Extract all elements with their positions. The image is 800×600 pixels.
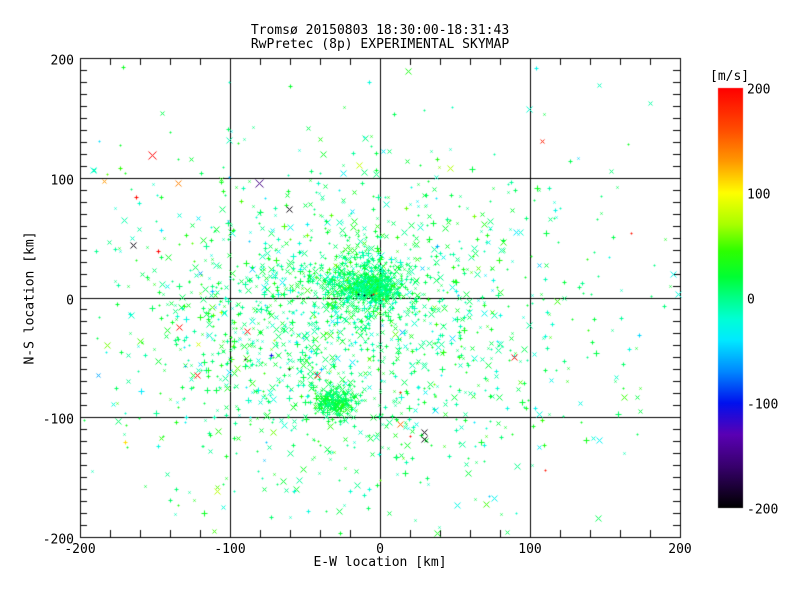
y-axis-tick-label: 100 [50, 173, 74, 189]
colorbar-tick-label: 0 [747, 292, 755, 308]
colorbar-tick-label: -200 [747, 502, 779, 518]
x-axis-tick-label: -100 [214, 542, 246, 557]
plot-title-line1: Tromsø 20150803 18:30:00-18:31:43 [250, 23, 510, 38]
colorbar-tick-label: 200 [747, 82, 771, 98]
x-axis-tick-label: -200 [64, 542, 96, 557]
x-axis-tick-label: 200 [668, 542, 692, 557]
plot-title-line2: RwPretec (8p) EXPERIMENTAL SKYMAP [250, 37, 510, 52]
plot-title: Tromsø 20150803 18:30:00-18:31:43 RwPret… [80, 24, 680, 52]
colorbar-unit-label: [m/s] [710, 69, 750, 84]
x-axis-tick-label: 100 [518, 542, 542, 557]
x-axis-tick-label: 0 [376, 542, 384, 557]
y-axis-tick-label: 0 [66, 293, 74, 308]
x-axis-title: E-W location [km] [313, 555, 447, 570]
y-axis-tick-label: -200 [42, 532, 74, 548]
y-axis-tick-label: -100 [42, 412, 74, 428]
y-axis-tick-label: 200 [50, 53, 74, 69]
colorbar-tick-label: 100 [747, 187, 771, 203]
colorbar-tick-label: -100 [747, 397, 779, 413]
